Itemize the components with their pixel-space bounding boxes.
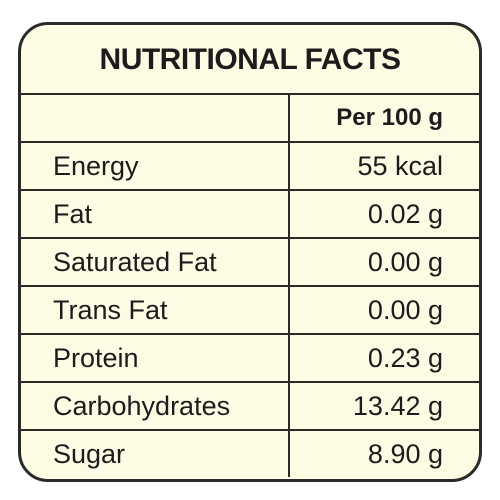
nutrient-value: 13.42 g [289, 381, 479, 430]
nutrient-name: Fat [21, 189, 290, 238]
table-body: Per 100 g Energy 55 kcal Fat 0.02 g Saturate… [21, 93, 479, 477]
nutrient-row: Sugar 8.90 g [21, 429, 479, 477]
nutrient-name: Saturated Fat [21, 237, 290, 286]
title: NUTRITIONAL FACTS [99, 43, 401, 76]
nutrient-value: 0.00 g [289, 237, 479, 286]
nutrient-name: Sugar [21, 429, 290, 477]
nutrient-value: 0.00 g [289, 285, 479, 334]
nutrient-value: 0.02 g [289, 189, 479, 238]
nutrient-row: Carbohydrates 13.42 g [21, 381, 479, 430]
nutrient-name: Trans Fat [21, 285, 290, 334]
nutrient-name: Carbohydrates [21, 381, 290, 430]
nutrient-value: 0.23 g [289, 333, 479, 382]
nutrient-row: Saturated Fat 0.00 g [21, 237, 479, 286]
nutrient-name: Energy [21, 141, 290, 190]
header-blank [21, 93, 290, 142]
nutrient-row: Trans Fat 0.00 g [21, 285, 479, 334]
nutrient-row: Energy 55 kcal [21, 141, 479, 190]
nutrient-name: Protein [21, 333, 290, 382]
nutrient-value: 55 kcal [289, 141, 479, 190]
nutrient-row: Protein 0.23 g [21, 333, 479, 382]
header-row: Per 100 g [21, 93, 479, 142]
nutrition-panel: NUTRITIONAL FACTS Per 100 g Energy 55 kca… [18, 22, 482, 482]
nutrient-value: 8.90 g [289, 429, 479, 477]
column-header: Per 100 g [289, 93, 479, 142]
nutrient-row: Fat 0.02 g [21, 189, 479, 238]
nutrition-table: Per 100 g Energy 55 kcal Fat 0.02 g Saturate… [21, 93, 479, 477]
